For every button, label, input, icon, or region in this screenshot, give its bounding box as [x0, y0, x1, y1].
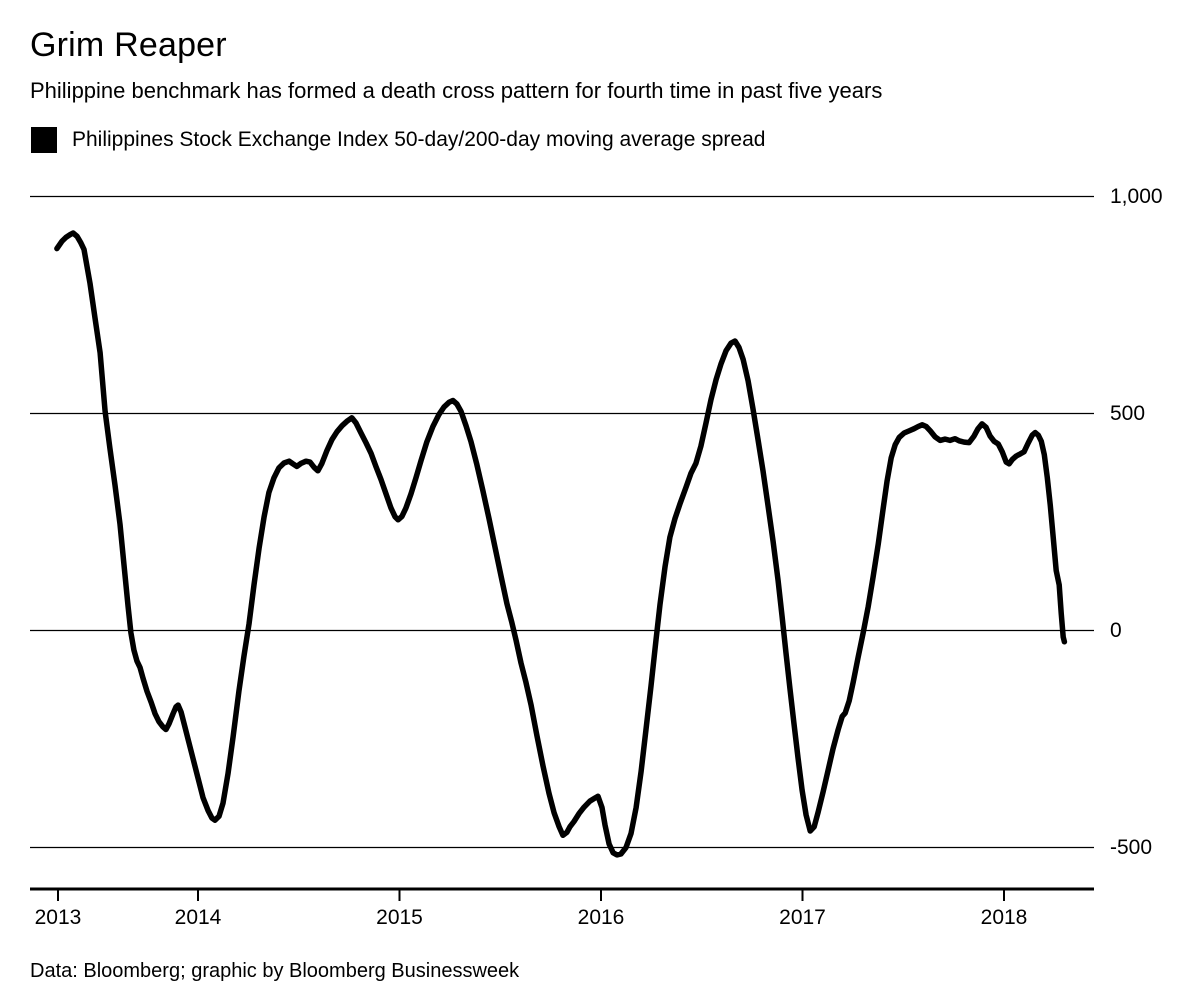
x-axis-label-2014: 2014 [174, 906, 222, 929]
y-axis-label-500: 500 [1110, 401, 1146, 425]
x-axis-label-2013: 2013 [34, 906, 82, 929]
x-axis-label-2015: 2015 [376, 906, 423, 929]
series-line [54, 230, 1068, 858]
y-axis-label-0: 0 [1110, 618, 1122, 642]
x-axis-label-2018: 2018 [980, 906, 1028, 929]
chart-subtitle: Philippine benchmark has formed a death … [30, 78, 883, 103]
legend-label: Philippines Stock Exchange Index 50-day/… [72, 128, 766, 151]
y-axis-label-1000: 1,000 [1110, 184, 1163, 208]
x-axis-label-2016: 2016 [577, 906, 625, 929]
y-axis-label-neg500: -500 [1110, 835, 1153, 859]
source-note: Data: Bloomberg; graphic by Bloomberg Bu… [30, 960, 520, 982]
chart-title: Grim Reaper [30, 26, 227, 64]
legend-swatch [31, 127, 57, 153]
x-axis-label-2017: 2017 [779, 906, 826, 929]
legend: Philippines Stock Exchange Index 50-day/… [31, 127, 765, 153]
